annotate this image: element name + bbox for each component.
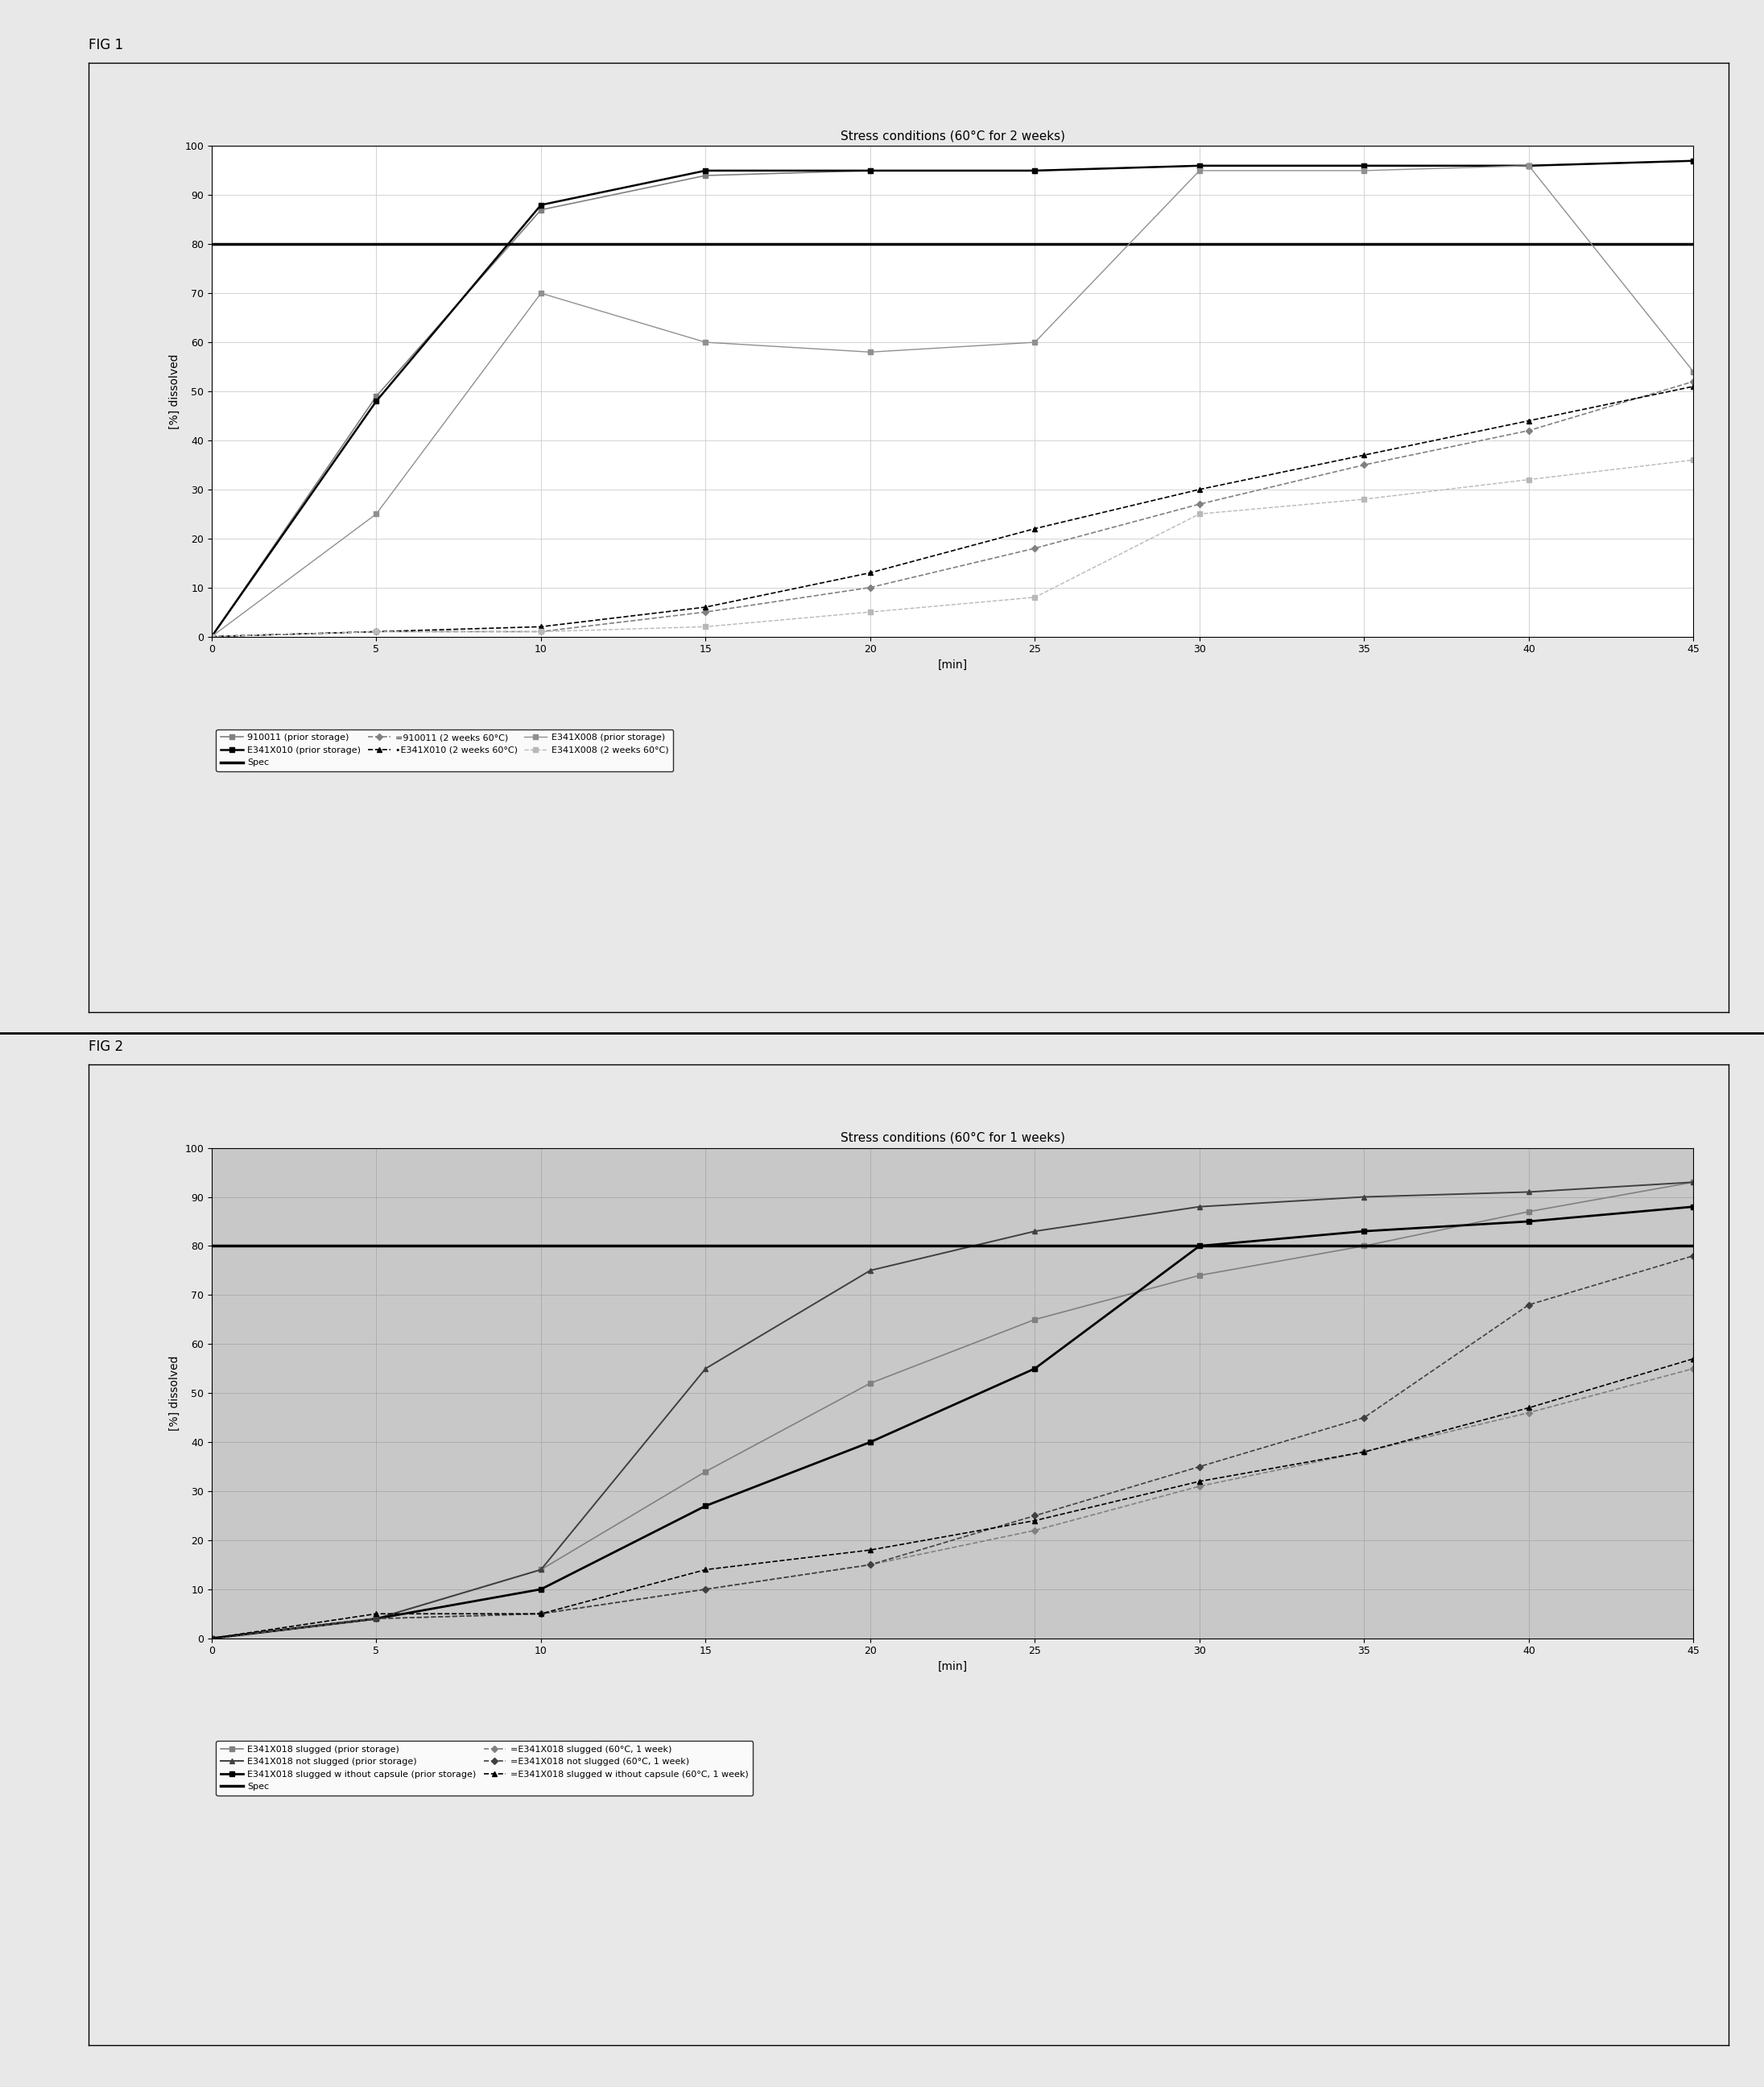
X-axis label: [min]: [min] xyxy=(938,659,967,670)
Legend: 910011 (prior storage), E341X010 (prior storage), Spec, =910011 (2 weeks 60°C), : 910011 (prior storage), E341X010 (prior … xyxy=(217,728,674,772)
Y-axis label: [%] dissolved: [%] dissolved xyxy=(169,353,180,430)
Title: Stress conditions (60°C for 1 weeks): Stress conditions (60°C for 1 weeks) xyxy=(840,1131,1065,1144)
Y-axis label: [%] dissolved: [%] dissolved xyxy=(169,1354,180,1432)
Text: FIG 2: FIG 2 xyxy=(88,1039,123,1054)
X-axis label: [min]: [min] xyxy=(938,1661,967,1672)
Legend: E341X018 slugged (prior storage), E341X018 not slugged (prior storage), E341X018: E341X018 slugged (prior storage), E341X0… xyxy=(217,1741,753,1795)
Text: FIG 1: FIG 1 xyxy=(88,38,123,52)
Title: Stress conditions (60°C for 2 weeks): Stress conditions (60°C for 2 weeks) xyxy=(840,129,1065,142)
